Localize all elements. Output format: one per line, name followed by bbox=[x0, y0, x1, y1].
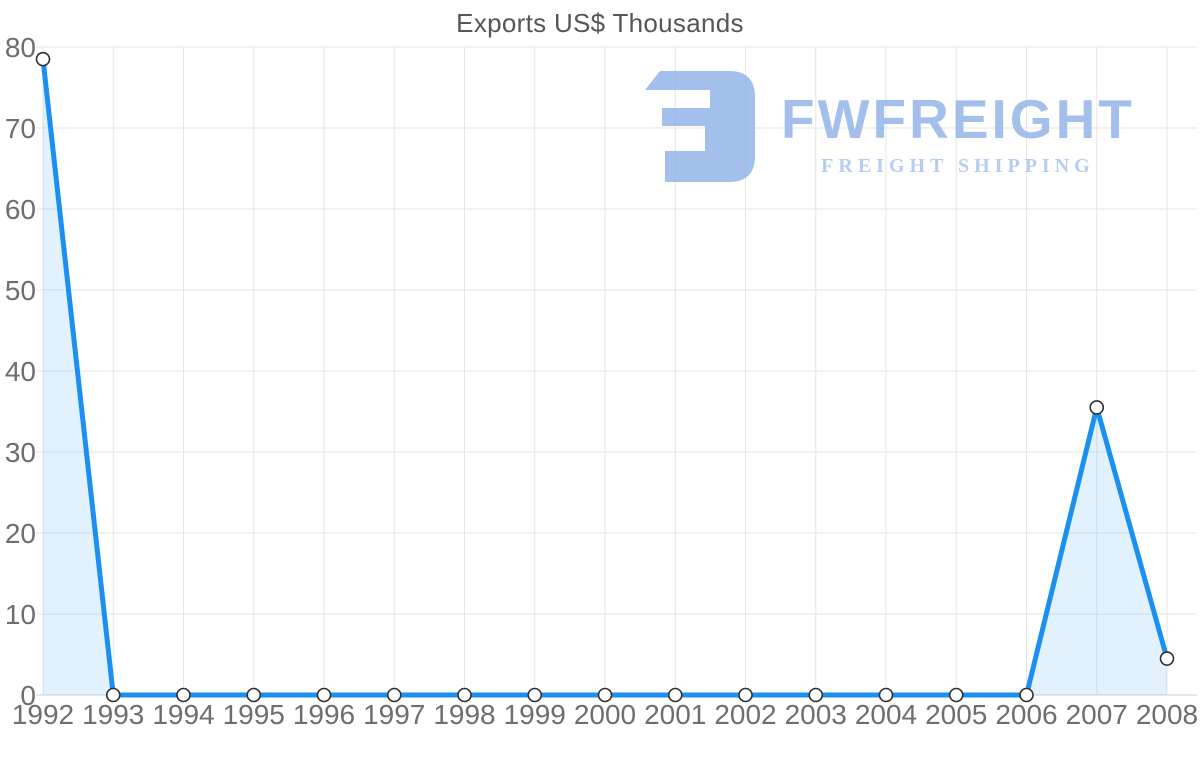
x-tick-label: 1996 bbox=[293, 699, 355, 730]
x-tick-label: 2002 bbox=[714, 699, 776, 730]
x-tick-label: 1994 bbox=[152, 699, 214, 730]
data-point-marker[interactable] bbox=[35, 51, 51, 67]
x-tick-label: 1997 bbox=[363, 699, 425, 730]
x-tick-label: 1999 bbox=[504, 699, 566, 730]
data-point-marker[interactable] bbox=[105, 687, 121, 703]
data-point-marker[interactable] bbox=[316, 687, 332, 703]
y-tick-label: 60 bbox=[5, 194, 36, 225]
data-point-marker[interactable] bbox=[457, 687, 472, 703]
chart-title: Exports US$ Thousands bbox=[456, 8, 744, 38]
data-point-marker[interactable] bbox=[1019, 687, 1034, 703]
x-tick-label: 1992 bbox=[12, 699, 74, 730]
y-tick-label: 50 bbox=[5, 275, 36, 306]
data-point-marker[interactable] bbox=[948, 687, 964, 703]
data-point-marker[interactable] bbox=[738, 687, 753, 703]
y-tick-label: 70 bbox=[5, 113, 36, 144]
y-tick-label: 10 bbox=[5, 599, 36, 630]
x-tick-label: 1993 bbox=[82, 699, 144, 730]
x-tick-label: 2005 bbox=[925, 699, 987, 730]
x-tick-label: 1998 bbox=[433, 699, 495, 730]
data-point-marker[interactable] bbox=[386, 687, 402, 703]
y-tick-label: 0 bbox=[20, 680, 36, 711]
y-tick-label: 80 bbox=[5, 32, 36, 63]
data-point-marker[interactable] bbox=[808, 687, 824, 703]
x-tick-label: 2000 bbox=[574, 699, 636, 730]
data-point-marker[interactable] bbox=[176, 687, 191, 703]
data-point-marker[interactable] bbox=[667, 687, 683, 703]
series-area-fill bbox=[43, 59, 1167, 695]
x-tick-label: 2008 bbox=[1136, 699, 1198, 730]
y-tick-label: 40 bbox=[5, 356, 36, 387]
data-point-marker[interactable] bbox=[878, 687, 894, 703]
data-point-marker[interactable] bbox=[1159, 651, 1175, 666]
data-point-marker[interactable] bbox=[597, 687, 613, 703]
x-tick-label: 2004 bbox=[855, 699, 917, 730]
x-tick-label: 2003 bbox=[785, 699, 847, 730]
y-tick-label: 20 bbox=[5, 518, 36, 549]
x-tick-label: 2007 bbox=[1066, 699, 1128, 730]
x-tick-label: 2001 bbox=[644, 699, 706, 730]
data-point-marker[interactable] bbox=[527, 687, 543, 703]
data-point-marker[interactable] bbox=[1089, 400, 1105, 415]
x-tick-label: 1995 bbox=[223, 699, 285, 730]
y-tick-label: 30 bbox=[5, 437, 36, 468]
x-tick-label: 2006 bbox=[995, 699, 1057, 730]
data-point-marker[interactable] bbox=[246, 687, 262, 703]
